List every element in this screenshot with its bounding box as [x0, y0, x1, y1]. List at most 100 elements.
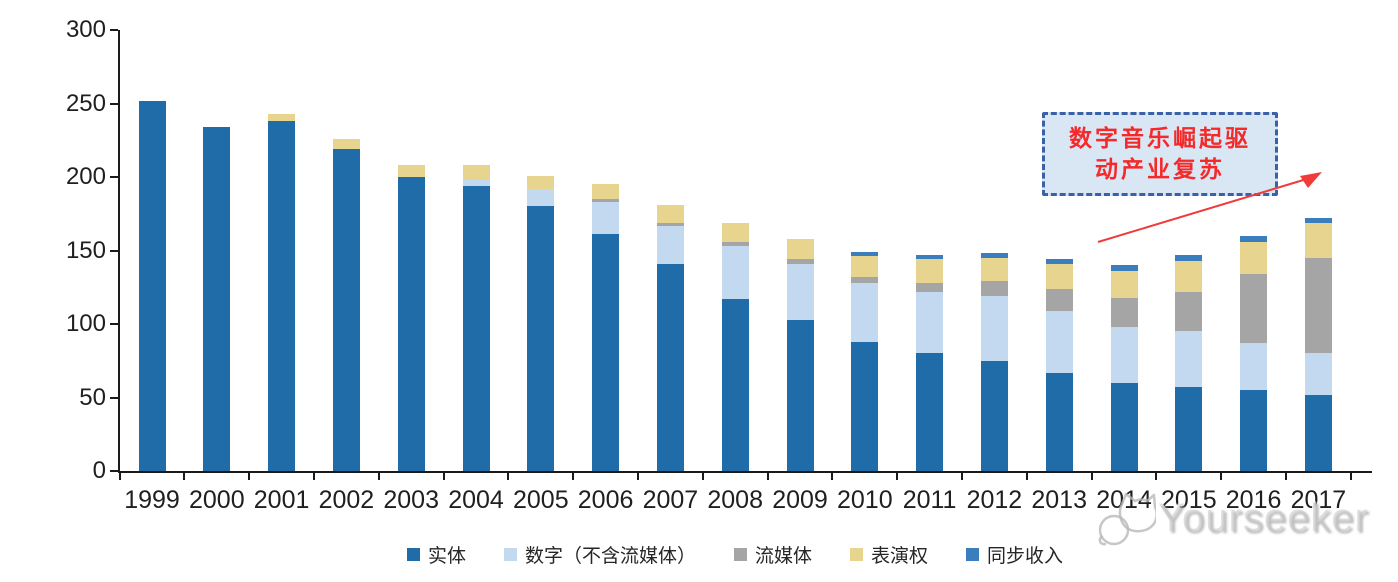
legend-item-流媒体: 流媒体 — [733, 541, 812, 568]
bar-segment-同步收入 — [980, 253, 1008, 258]
y-axis-line — [118, 30, 120, 473]
legend-item-label: 表演权 — [871, 545, 929, 567]
x-axis-tick — [961, 473, 963, 480]
legend-item-label: 实体 — [427, 545, 466, 567]
bar-segment-流媒体 — [656, 222, 684, 226]
bar-segment-表演权 — [851, 256, 879, 277]
bar-segment-表演权 — [268, 113, 296, 122]
legend-marker-icon — [966, 547, 980, 561]
x-axis-tick — [377, 473, 380, 480]
x-axis-label: 2002 — [318, 486, 375, 514]
legend-marker-icon — [850, 547, 863, 561]
y-axis-tick — [110, 323, 118, 325]
bar-segment-实体 — [203, 127, 231, 471]
bar-segment-数字（不含流媒体） — [592, 201, 620, 235]
bar-segment-表演权 — [1240, 241, 1268, 274]
bar-segment-流媒体 — [916, 282, 944, 292]
y-axis-tick — [110, 102, 118, 105]
x-axis-label: 2001 — [253, 486, 310, 514]
x-axis-label: 2013 — [1031, 486, 1087, 514]
x-axis-tick — [572, 473, 575, 480]
bar-segment-数字（不含流媒体） — [1175, 331, 1203, 388]
bar-segment-流媒体 — [1045, 288, 1073, 311]
x-axis-tick — [637, 473, 639, 480]
y-axis-label: 100 — [65, 310, 106, 337]
bar-segment-数字（不含流媒体） — [980, 296, 1008, 361]
bar-segment-表演权 — [397, 165, 425, 177]
bar-segment-数字（不含流媒体） — [851, 282, 879, 342]
x-axis-tick — [183, 473, 186, 480]
y-axis-label: 0 — [92, 457, 106, 484]
bar-segment-流媒体 — [980, 281, 1008, 297]
bar-segment-实体 — [138, 100, 166, 471]
x-axis-label: 2011 — [902, 486, 957, 514]
x-axis-tick — [1090, 473, 1093, 480]
y-axis-label: 50 — [79, 383, 106, 411]
x-axis-label: 2006 — [577, 486, 634, 514]
legend: 实体 数字（不含流媒体） 流媒体 表演权 同步收入 — [120, 540, 1350, 568]
bar-segment-实体 — [332, 149, 360, 471]
bar-segment-数字（不含流媒体） — [1304, 353, 1332, 395]
watermark-text: Yourseeker — [1158, 496, 1369, 540]
bar-segment-表演权 — [527, 175, 555, 189]
bar-segment-表演权 — [332, 138, 360, 150]
bar-segment-表演权 — [980, 257, 1008, 282]
x-axis-tick — [896, 473, 899, 480]
y-axis-label: 200 — [65, 163, 106, 190]
bar-segment-实体 — [592, 234, 620, 471]
x-axis-label: 2015 — [1160, 486, 1217, 514]
annotation-box: 数字音乐崛起驱 动产业复苏 — [1042, 112, 1278, 196]
bar-segment-实体 — [397, 177, 425, 471]
legend-item-label: 流媒体 — [754, 545, 812, 567]
bar-segment-表演权 — [721, 222, 749, 242]
bar-segment-同步收入 — [1110, 265, 1138, 272]
bar-segment-数字（不含流媒体） — [462, 179, 490, 186]
x-axis-label: 2003 — [383, 486, 439, 514]
x-axis-label: 2000 — [188, 486, 245, 514]
y-axis-tick — [110, 176, 118, 178]
legend-item-数字（不含流媒体）: 数字（不含流媒体） — [503, 541, 696, 568]
annotation-text-line2: 动产业复苏 — [1095, 156, 1225, 182]
y-axis-label: 300 — [65, 16, 106, 43]
y-axis-tick — [110, 396, 118, 399]
bar-segment-数字（不含流媒体） — [721, 246, 749, 299]
watermark-cat-icon — [1098, 492, 1156, 546]
bar-segment-数字（不含流媒体） — [527, 188, 555, 207]
bar-segment-表演权 — [592, 184, 620, 200]
bar-segment-实体 — [1240, 390, 1268, 471]
legend-item-label: 同步收入 — [987, 545, 1064, 567]
x-axis-label: 2008 — [707, 486, 763, 514]
bar-segment-表演权 — [656, 204, 684, 223]
bar-segment-同步收入 — [1175, 254, 1203, 261]
bar-segment-同步收入 — [1240, 235, 1268, 242]
x-axis-tick — [442, 473, 445, 480]
x-axis-tick — [831, 473, 834, 480]
bar-segment-流媒体 — [721, 241, 749, 247]
x-axis-label: 2009 — [772, 486, 828, 514]
x-axis-tick — [507, 473, 510, 480]
bar-segment-实体 — [1304, 394, 1332, 471]
x-axis-tick — [1155, 473, 1158, 480]
bar-segment-同步收入 — [916, 254, 944, 260]
bar-segment-数字（不含流媒体） — [1110, 326, 1138, 383]
bar-segment-流媒体 — [851, 276, 879, 283]
bar-segment-实体 — [916, 353, 944, 471]
bar-segment-流媒体 — [786, 259, 814, 264]
y-axis-tick — [110, 29, 118, 31]
x-axis-tick — [1285, 473, 1287, 480]
x-axis-label: 1999 — [124, 486, 180, 514]
x-axis-tick — [1025, 473, 1028, 480]
bar-segment-流媒体 — [1110, 297, 1138, 327]
x-axis-label: 2007 — [642, 486, 699, 514]
x-axis-tick — [701, 473, 704, 480]
bar-segment-流媒体 — [592, 199, 620, 202]
bar-segment-实体 — [721, 299, 749, 471]
bar-segment-数字（不含流媒体） — [656, 225, 684, 264]
x-axis-tick — [1349, 473, 1352, 480]
legend-marker-icon — [503, 547, 517, 561]
x-axis-tick — [313, 473, 315, 480]
x-axis-label: 2016 — [1225, 486, 1282, 514]
legend-item-label: 数字（不含流媒体） — [524, 545, 696, 567]
x-axis-tick — [1220, 473, 1223, 480]
x-axis-label: 2010 — [836, 486, 893, 514]
